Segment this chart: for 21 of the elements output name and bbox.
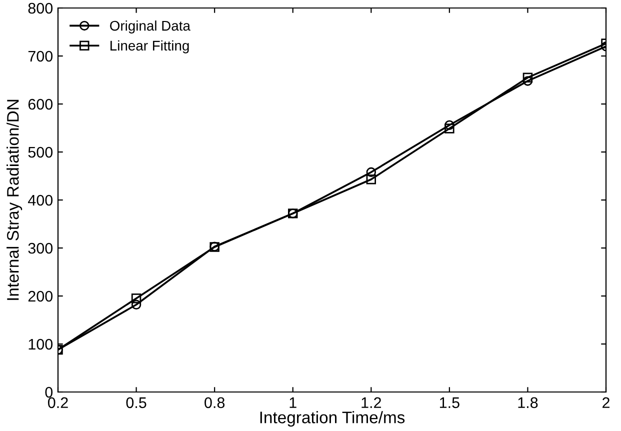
y-tick-label: 0 — [45, 386, 53, 398]
y-tick-label: 800 — [28, 2, 53, 14]
y-tick-label: 300 — [28, 242, 53, 254]
legend-label: Original Data — [110, 20, 190, 34]
x-tick-label: 0.5 — [126, 397, 146, 408]
y-tick-label: 700 — [28, 50, 53, 62]
x-tick-label: 1 — [290, 397, 296, 408]
x-tick-label: 0.2 — [48, 397, 68, 408]
x-tick-label: 2 — [602, 397, 610, 408]
y-tick-label: 500 — [28, 146, 53, 158]
y-axis-title: Internal Stray Radiation/DN — [6, 100, 22, 300]
x-tick-label: 0.8 — [204, 397, 225, 408]
y-tick-label: 600 — [28, 98, 53, 110]
legend-label: Linear Fitting — [110, 40, 189, 54]
x-tick-label: 1.8 — [518, 397, 538, 408]
y-tick-label: 200 — [28, 290, 53, 302]
x-tick-label: 1.2 — [362, 397, 381, 408]
x-tick-label: 1.5 — [440, 397, 460, 408]
y-tick-label: 400 — [28, 194, 53, 206]
x-axis-title: Integration Time/ms — [260, 411, 405, 427]
y-tick-label: 100 — [28, 338, 53, 350]
